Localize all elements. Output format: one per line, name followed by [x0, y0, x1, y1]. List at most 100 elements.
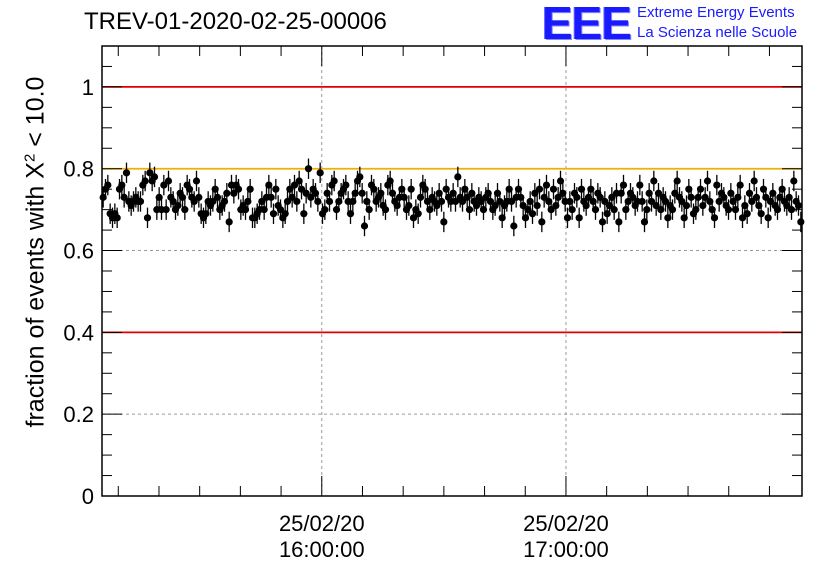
data-point — [573, 187, 581, 208]
data-marker — [407, 185, 415, 193]
data-point — [407, 178, 415, 200]
data-point — [302, 183, 310, 204]
data-point — [181, 199, 189, 220]
data-point — [650, 170, 658, 192]
data-marker — [671, 189, 679, 197]
data-marker — [680, 214, 688, 222]
data-marker — [267, 193, 275, 201]
data-point — [577, 178, 586, 200]
data-marker — [750, 177, 758, 185]
data-marker — [547, 206, 555, 214]
data-marker — [619, 181, 628, 189]
data-point — [330, 170, 338, 192]
data-marker — [370, 185, 378, 193]
data-point — [297, 178, 306, 200]
data-marker — [181, 206, 189, 214]
y-tick-label: 0.6 — [63, 239, 94, 264]
data-point — [769, 183, 777, 204]
data-point — [141, 170, 149, 192]
data-point — [316, 162, 324, 184]
data-marker — [288, 193, 296, 201]
data-marker — [496, 197, 504, 206]
data-point — [591, 199, 600, 220]
data-marker — [281, 210, 289, 218]
data-point — [743, 203, 751, 224]
data-marker — [549, 185, 558, 193]
data-marker — [454, 173, 462, 181]
data-point — [507, 191, 516, 212]
data-marker — [510, 222, 518, 230]
data-point — [281, 203, 289, 224]
data-marker — [433, 201, 441, 210]
data-marker — [668, 206, 677, 214]
data-point — [370, 178, 378, 200]
data-marker — [283, 197, 292, 206]
data-marker — [678, 197, 686, 206]
data-point — [703, 170, 712, 192]
data-marker — [797, 218, 805, 226]
data-marker — [652, 201, 660, 210]
data-point — [426, 199, 434, 220]
data-marker — [657, 206, 665, 214]
data-point — [202, 203, 210, 224]
data-point — [538, 211, 546, 233]
data-point — [748, 191, 756, 212]
data-marker — [673, 177, 681, 185]
data-marker — [643, 206, 651, 214]
data-marker — [360, 222, 369, 230]
data-point — [300, 203, 308, 224]
data-marker — [414, 210, 422, 218]
data-point — [342, 174, 350, 196]
data-marker — [400, 193, 408, 201]
data-point — [386, 170, 394, 192]
data-marker — [265, 181, 273, 189]
data-point — [682, 195, 691, 216]
data-marker — [696, 185, 705, 193]
x-tick-label-time: 16:00:00 — [279, 537, 365, 562]
data-point — [244, 191, 252, 212]
data-point — [421, 178, 429, 200]
data-point — [510, 215, 518, 237]
data-marker — [213, 193, 222, 201]
data-marker — [386, 177, 394, 185]
data-point — [195, 187, 203, 208]
data-point — [640, 211, 649, 233]
data-marker — [773, 206, 782, 214]
data-point — [556, 170, 565, 192]
data-point — [668, 199, 677, 220]
data-point — [692, 199, 700, 220]
data-marker — [762, 193, 770, 201]
data-point — [619, 174, 628, 196]
data-marker — [234, 185, 243, 193]
chart-title: TREV-01-2020-02-25-00006 — [84, 8, 387, 35]
data-marker — [426, 206, 434, 214]
data-marker — [143, 214, 152, 222]
data-marker — [640, 218, 649, 226]
reference-lines — [102, 86, 802, 334]
y-tick-label: 0 — [82, 484, 94, 509]
data-marker — [150, 173, 159, 181]
data-point — [696, 178, 705, 200]
data-marker — [300, 210, 308, 218]
data-point — [615, 211, 623, 233]
data-point — [531, 183, 539, 204]
data-marker — [365, 206, 373, 214]
data-marker — [710, 214, 719, 222]
data-point — [265, 174, 273, 196]
data-marker — [356, 173, 364, 181]
data-point — [290, 174, 299, 196]
data-marker — [202, 210, 210, 218]
data-marker — [778, 185, 786, 193]
axis-ticks — [102, 45, 802, 497]
data-marker — [244, 197, 252, 206]
data-marker — [162, 206, 170, 214]
data-marker — [738, 214, 747, 222]
data-marker — [272, 185, 280, 193]
data-marker — [736, 181, 744, 189]
data-marker — [302, 189, 310, 197]
data-marker — [794, 201, 803, 210]
data-point — [463, 187, 471, 208]
data-point — [762, 187, 770, 208]
data-point — [785, 187, 793, 208]
data-marker — [358, 189, 366, 197]
